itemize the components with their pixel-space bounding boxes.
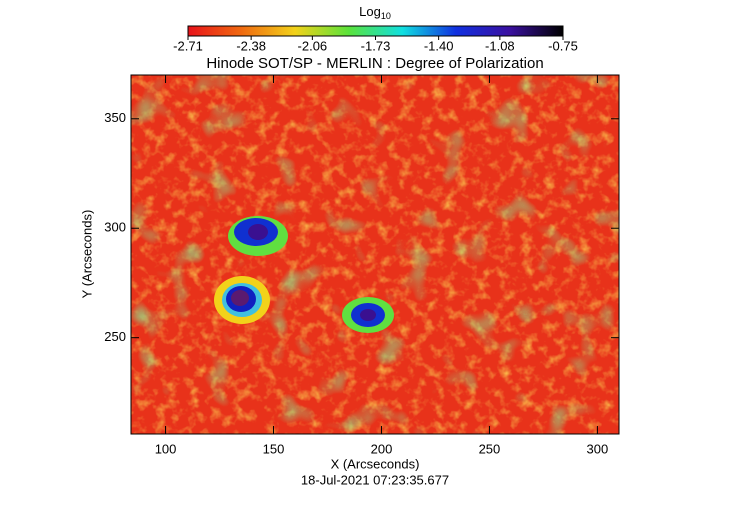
timestamp: 18-Jul-2021 07:23:35.677 (301, 472, 449, 487)
colorbar-label-main: Log (359, 4, 381, 19)
colorbar-tick-label: -2.71 (173, 38, 203, 53)
x-tick-label: 200 (371, 441, 393, 456)
x-tick-label: 300 (587, 441, 609, 456)
x-axis-label: X (Arcseconds) (331, 456, 420, 471)
x-tick-label: 150 (263, 441, 285, 456)
colorbar-tick-label: -2.06 (298, 38, 328, 53)
y-tick-label: 250 (104, 329, 126, 344)
y-tick-label: 300 (104, 220, 126, 235)
colorbar-tick-label: -1.40 (424, 38, 454, 53)
colorbar-tick-label: -2.38 (236, 38, 266, 53)
y-axis-label: Y (Arcseconds) (79, 210, 94, 299)
x-tick-label: 100 (155, 441, 177, 456)
chart-title: Hinode SOT/SP - MERLIN : Degree of Polar… (206, 55, 543, 72)
x-tick-label: 250 (479, 441, 501, 456)
plot-frame (130, 74, 620, 435)
colorbar-tick-label: -0.75 (548, 38, 578, 53)
colorbar (187, 25, 564, 37)
solar-image (131, 75, 619, 434)
y-tick-label: 350 (104, 110, 126, 125)
colorbar-label-sub: 10 (381, 11, 391, 21)
colorbar-tick-label: -1.08 (485, 38, 515, 53)
colorbar-tick-label: -1.73 (361, 38, 391, 53)
colorbar-label: Log10 (359, 4, 391, 21)
